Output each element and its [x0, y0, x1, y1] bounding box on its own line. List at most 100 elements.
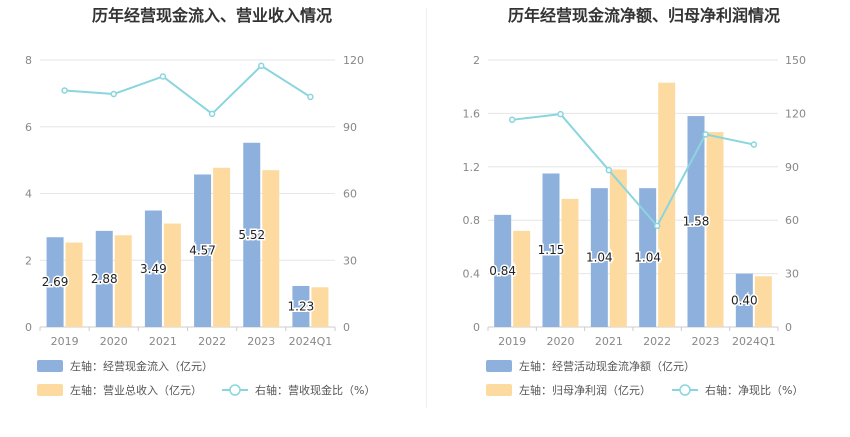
y-left-tick-label: 6 — [25, 121, 32, 134]
bar-series1 — [194, 174, 212, 327]
bar-series1 — [243, 142, 261, 327]
y-right-tick-label: 90 — [785, 161, 799, 174]
ratio-line-point — [508, 116, 516, 124]
bar-series1 — [46, 237, 64, 327]
y-left-tick-label: 0.8 — [463, 214, 481, 227]
bar-data-label: 1.04 — [586, 251, 613, 265]
bar-series1 — [590, 188, 608, 327]
ratio-line-point — [307, 93, 314, 101]
bar-data-label: 1.23 — [288, 299, 315, 313]
panel-divider — [426, 8, 427, 408]
x-tick-label: 2021 — [595, 335, 623, 348]
y-left-tick-label: 1.6 — [463, 107, 481, 120]
y-right-tick-label: 0 — [343, 321, 350, 334]
bar-series2 — [213, 167, 231, 327]
bar-data-label: 2.69 — [42, 275, 69, 289]
x-tick-label: 2019 — [498, 335, 526, 348]
y-left-tick-label: 2 — [25, 254, 32, 267]
x-tick-label: 2023 — [692, 335, 720, 348]
y-right-tick-label: 30 — [785, 268, 799, 281]
ratio-line-point — [702, 131, 709, 138]
y-left-tick-label: 8 — [25, 54, 32, 67]
y-right-tick-label: 0 — [785, 321, 792, 334]
legend-swatch-line-marker — [229, 384, 241, 396]
ratio-line-point — [557, 110, 564, 118]
legend-label-line: 右轴：净现比（%） — [705, 383, 803, 397]
y-left-tick-label: 4 — [25, 188, 32, 201]
legend-label-series2: 左轴：归母净利润（亿元） — [519, 383, 651, 397]
bar-data-label: 5.52 — [238, 228, 265, 242]
bar-series1 — [95, 230, 113, 327]
bar-series1 — [144, 210, 162, 327]
bar-series2 — [658, 82, 676, 327]
y-right-tick-label: 120 — [785, 107, 806, 120]
legend-swatch-series2 — [37, 384, 63, 396]
bar-data-label: 2.88 — [91, 272, 118, 286]
bar-data-label: 3.49 — [140, 262, 167, 276]
y-left-tick-label: 0 — [25, 321, 32, 334]
y-left-tick-label: 2 — [473, 54, 480, 67]
ratio-line-point — [258, 62, 265, 70]
legend-swatch-series1 — [486, 360, 512, 372]
bar-series1 — [735, 273, 753, 327]
ratio-line — [512, 113, 755, 228]
bar-data-label: 1.15 — [538, 243, 565, 257]
y-right-tick-label: 60 — [343, 188, 357, 201]
bar-series1 — [542, 173, 560, 327]
x-tick-label: 2024Q1 — [732, 335, 776, 348]
ratio-line-point — [605, 166, 613, 174]
y-left-tick-label: 0.4 — [463, 268, 481, 281]
legend-label-series1: 左轴：经营活动现金流净额（亿元） — [519, 359, 695, 373]
bar-series2 — [311, 287, 329, 327]
y-right-tick-label: 120 — [343, 54, 364, 67]
bar-series2 — [513, 230, 531, 327]
bar-series2 — [163, 223, 181, 327]
x-tick-label: 2020 — [547, 335, 575, 348]
bar-series2 — [754, 276, 772, 327]
legend-swatch-line-marker — [679, 384, 691, 396]
bar-series2 — [561, 198, 579, 327]
x-tick-label: 2022 — [643, 335, 671, 348]
y-right-tick-label: 60 — [785, 214, 799, 227]
bar-data-label: 4.57 — [189, 244, 216, 258]
ratio-line-point — [750, 141, 758, 148]
x-tick-label: 2019 — [51, 335, 79, 348]
bar-series2 — [114, 235, 132, 327]
x-tick-label: 2020 — [100, 335, 128, 348]
legend-label-line: 右轴：营收现金比（%） — [255, 383, 375, 397]
y-right-tick-label: 90 — [343, 121, 357, 134]
ratio-line-point — [653, 222, 661, 230]
bar-series1 — [494, 214, 512, 327]
y-right-tick-label: 30 — [343, 254, 357, 267]
bar-series2 — [65, 242, 83, 327]
bar-series1 — [639, 188, 657, 327]
bar-series2 — [262, 170, 280, 327]
ratio-line-point — [110, 90, 117, 98]
x-tick-label: 2021 — [149, 335, 177, 348]
bar-series1 — [292, 285, 310, 327]
bar-data-label: 0.84 — [489, 264, 516, 278]
ratio-line-point — [208, 110, 216, 118]
y-left-tick-label: 1.2 — [463, 161, 481, 174]
ratio-line-point — [159, 73, 167, 80]
bar-series1 — [687, 116, 705, 327]
bar-series2 — [609, 169, 627, 327]
legend-label-series1: 左轴：经营现金流入（亿元） — [70, 359, 213, 373]
x-tick-label: 2024Q1 — [289, 335, 333, 348]
ratio-line — [64, 64, 311, 116]
y-right-tick-label: 150 — [785, 54, 806, 67]
chart-title: 历年经营现金流入、营业收入情况 — [92, 6, 332, 25]
bar-data-label: 1.58 — [683, 215, 710, 229]
bar-data-label: 0.40 — [731, 293, 758, 307]
bar-series2 — [706, 132, 724, 327]
x-tick-label: 2023 — [247, 335, 275, 348]
legend-label-series2: 左轴：营业总收入（亿元） — [70, 383, 202, 397]
x-tick-label: 2022 — [198, 335, 226, 348]
y-left-tick-label: 0 — [473, 321, 480, 334]
legend-swatch-series2 — [486, 384, 512, 396]
legend-swatch-series1 — [37, 360, 63, 372]
bar-data-label: 1.04 — [634, 251, 661, 265]
ratio-line-point — [61, 87, 68, 94]
